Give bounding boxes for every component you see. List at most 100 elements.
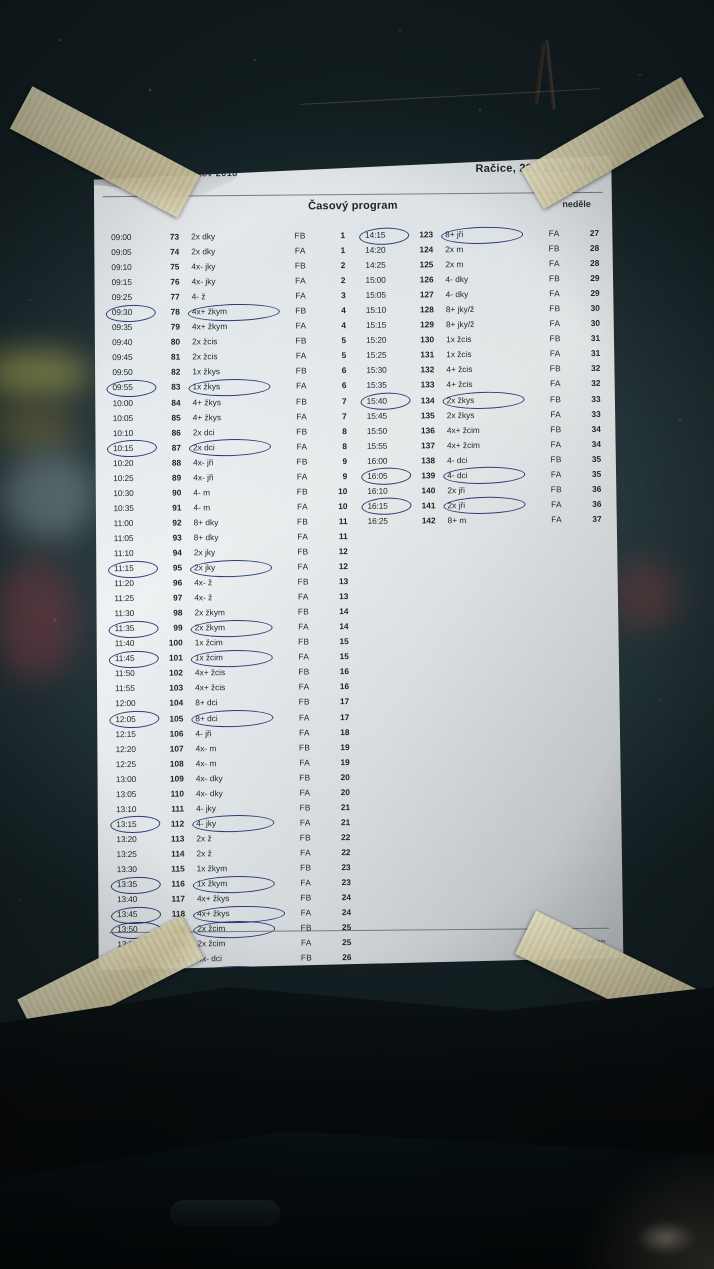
final-designation: FB: [298, 636, 310, 647]
final-designation: FA: [550, 378, 561, 389]
final-designation: FA: [300, 877, 312, 888]
race-number: 84: [171, 397, 181, 408]
race-number: 113: [170, 833, 185, 844]
race-start-time: 09:10: [111, 262, 132, 273]
background-blur-orange: [0, 410, 78, 446]
race-number: 115: [171, 863, 185, 874]
race-start-time: 11:25: [114, 593, 134, 604]
race-number: 78: [170, 306, 180, 317]
race-number: 75: [170, 261, 180, 272]
race-start-time: 13:00: [115, 773, 137, 784]
boat-class-event: 4+ žkys: [192, 396, 221, 407]
race-start-time: 15:10: [365, 304, 387, 316]
race-start-time: 13:30: [116, 863, 137, 875]
final-designation: FB: [298, 696, 310, 707]
race-start-time: 09:00: [111, 231, 132, 243]
race-count: 29: [590, 273, 600, 284]
boat-class-event: 1x žkys: [192, 381, 221, 392]
race-count: 9: [342, 455, 348, 466]
race-start-time: 12:00: [115, 698, 136, 709]
race-start-time: 12:15: [115, 728, 136, 739]
final-designation: FA: [295, 320, 307, 331]
race-count: 26: [342, 967, 352, 978]
final-designation: FA: [298, 621, 309, 632]
dashboard-handle: [170, 1200, 280, 1226]
race-count: 35: [591, 453, 602, 464]
race-start-time: 13:25: [116, 848, 137, 860]
race-start-time: 10:35: [113, 502, 134, 513]
boat-class-event: 4- ž: [191, 291, 206, 302]
race-start-time: 11:05: [113, 532, 134, 544]
boat-class-event: 4x- dci: [197, 968, 223, 979]
boat-class-event: 1x žcim: [194, 637, 223, 648]
race-start-time: 09:55: [112, 382, 133, 393]
race-start-time: 11:20: [114, 578, 134, 589]
final-designation: FB: [298, 742, 311, 753]
race-start-time: 12:05: [115, 713, 136, 724]
boat-class-event: 4x+ žkym: [191, 306, 228, 317]
boat-class-event: 4x+ žcis: [195, 682, 226, 693]
boat-class-event: 4x- jky: [191, 261, 216, 272]
boat-class-event: 4- jři: [195, 727, 212, 738]
race-count: 33: [591, 393, 601, 404]
final-designation: FA: [550, 408, 562, 419]
race-count: 3: [340, 290, 346, 301]
race-count: 2: [340, 275, 346, 286]
race-count: 7: [342, 410, 347, 421]
race-count: 34: [591, 423, 601, 434]
final-designation: FA: [298, 681, 310, 692]
race-number: 104: [169, 697, 184, 709]
final-designation: FB: [296, 486, 309, 497]
final-designation: FA: [300, 907, 312, 918]
boat-class-event: 4- dky: [445, 289, 469, 300]
race-start-time: 13:40: [116, 893, 138, 905]
race-number: 133: [420, 379, 435, 390]
boat-class-event: 2x žcim: [197, 938, 226, 949]
race-start-time: 14:20: [365, 244, 386, 255]
race-number: 82: [171, 366, 181, 378]
race-count: 24: [341, 907, 352, 918]
race-start-time: 10:05: [112, 412, 134, 423]
race-number: 142: [421, 515, 436, 526]
race-number: 112: [170, 818, 185, 829]
race-start-time: 11:50: [114, 668, 135, 679]
race-number: 96: [172, 577, 183, 588]
race-number: 83: [171, 381, 181, 393]
race-count: 31: [590, 348, 601, 359]
race-count: 23: [341, 862, 351, 873]
final-designation: FA: [296, 410, 308, 422]
boat-class-event: 4- dky: [445, 274, 469, 285]
race-start-time: 11:15: [113, 562, 134, 574]
final-designation: FA: [299, 817, 311, 828]
final-designation: FA: [296, 441, 308, 452]
race-start-time: 12:20: [115, 743, 136, 754]
race-number: 81: [170, 351, 181, 362]
race-count: 14: [339, 621, 349, 632]
race-count: 23: [341, 877, 351, 888]
race-number: 141: [421, 500, 436, 511]
final-designation: FA: [294, 245, 306, 256]
race-number: 74: [169, 246, 180, 257]
race-count: 33: [591, 408, 601, 419]
race-count: 6: [341, 380, 347, 391]
race-count: 34: [591, 438, 602, 449]
final-designation: FB: [295, 305, 307, 316]
race-count: 12: [338, 546, 348, 557]
boat-class-event: 8+ jky/ž: [445, 304, 475, 315]
race-start-time: 12:25: [115, 758, 137, 769]
race-count: 30: [590, 318, 600, 329]
race-count: 13: [339, 591, 349, 602]
race-number: 123: [419, 229, 434, 240]
schedule-column-right: 14:15 123 8+ jři FA 27 14:20 124 2x m FB 28 14:25 1…: [357, 226, 610, 529]
race-count: 17: [340, 711, 350, 722]
race-start-time: 15:20: [366, 335, 387, 346]
race-start-time: 11:10: [113, 547, 134, 559]
boat-class-event: 4- jky: [196, 818, 217, 829]
race-number: 130: [420, 334, 435, 345]
background-blur-yellow: [0, 350, 90, 396]
schedule-column-left: 09:00 73 2x dky FB 1 09:05 74 2x dky FA 1 09:10 75 4…: [103, 228, 360, 982]
boat-class-event: 2x ž: [196, 848, 212, 859]
boat-class-event: 4x+ žcim: [446, 439, 480, 450]
race-number: 138: [421, 455, 436, 466]
race-count: 37: [592, 513, 602, 524]
